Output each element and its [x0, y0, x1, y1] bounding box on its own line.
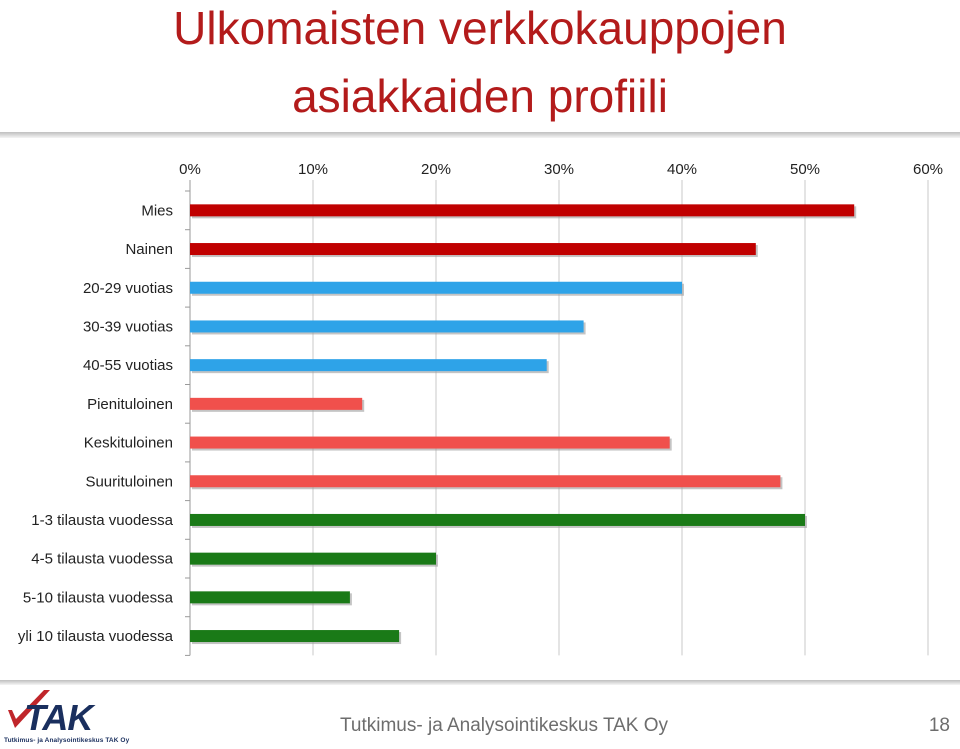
bar [190, 359, 547, 372]
bar [190, 552, 436, 565]
logo-subtitle: Tutkimus- ja Analysointikeskus TAK Oy [4, 737, 130, 744]
category-label: 5-10 tilausta vuodessa [23, 589, 174, 606]
category-label: Nainen [125, 241, 173, 258]
category-label: Keskituloinen [84, 435, 173, 452]
top-divider [0, 132, 960, 138]
category-label: Mies [141, 202, 173, 219]
category-label: Suurituloinen [85, 473, 173, 490]
category-label: 1-3 tilausta vuodessa [31, 512, 173, 529]
bar [190, 436, 670, 449]
logo-text: TAK [24, 697, 96, 738]
bottom-divider [0, 680, 960, 685]
bar [190, 513, 805, 526]
x-tick-label: 60% [913, 161, 943, 178]
logo-check-mark [8, 690, 50, 728]
x-tick-label: 40% [667, 161, 697, 178]
category-label: 20-29 vuotias [83, 280, 173, 297]
bar [190, 591, 350, 604]
x-tick-label: 0% [179, 161, 201, 178]
tak-logo: TAK [8, 690, 97, 738]
page-number: 18 [928, 715, 950, 736]
bar [190, 320, 584, 333]
category-label: 40-55 vuotias [83, 357, 173, 374]
x-tick-label: 20% [421, 161, 451, 178]
category-label: 30-39 vuotias [83, 318, 173, 335]
x-tick-label: 10% [298, 161, 328, 178]
bar-chart: 0% 10% 20% 30% 40% 50% 60% Mies Nainen 20-29 vuot… [18, 161, 943, 656]
slide-title-line-1: Ulkomaisten verkkokauppojen [173, 2, 787, 54]
slide-title: Ulkomaisten verkkokauppojen asiakkaiden … [0, 0, 960, 122]
x-tick-label: 50% [790, 161, 820, 178]
bar [190, 204, 855, 217]
bar [190, 475, 781, 488]
category-label: Pienituloinen [87, 396, 173, 413]
bar [190, 243, 756, 256]
slide-title-line-2: asiakkaiden profiili [292, 70, 668, 122]
bar [190, 630, 400, 643]
bar [190, 397, 363, 410]
footer-text: Tutkimus- ja Analysointikeskus TAK Oy [340, 715, 669, 736]
category-label: 4-5 tilausta vuodessa [31, 551, 173, 568]
bar [190, 281, 682, 294]
category-label: yli 10 tilausta vuodessa [18, 628, 174, 645]
x-tick-label: 30% [544, 161, 574, 178]
